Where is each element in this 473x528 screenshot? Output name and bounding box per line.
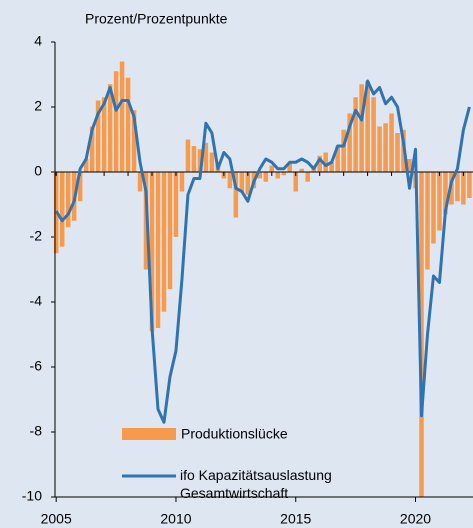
bar bbox=[197, 149, 203, 172]
bar bbox=[455, 172, 460, 202]
bar bbox=[227, 172, 233, 189]
bar bbox=[245, 172, 251, 195]
bar bbox=[317, 155, 322, 172]
bar bbox=[353, 97, 358, 172]
bar bbox=[407, 159, 412, 172]
bar bbox=[329, 162, 334, 172]
bar bbox=[299, 168, 304, 172]
bar bbox=[293, 172, 298, 192]
bar bbox=[323, 152, 328, 172]
x-tick-label: 2005 bbox=[41, 511, 72, 527]
bar bbox=[425, 172, 430, 270]
bar bbox=[161, 172, 167, 312]
bar bbox=[383, 123, 388, 172]
y-tick-label: 2 bbox=[34, 98, 42, 114]
bar bbox=[269, 165, 275, 172]
bar bbox=[347, 113, 352, 172]
bar bbox=[155, 172, 161, 328]
bar bbox=[83, 159, 89, 172]
bar bbox=[149, 172, 155, 332]
bar bbox=[371, 97, 376, 172]
bar bbox=[467, 172, 472, 198]
bar bbox=[203, 142, 209, 172]
y-tick-label: -8 bbox=[30, 423, 43, 439]
bar bbox=[305, 172, 310, 182]
bar bbox=[437, 172, 442, 231]
bar bbox=[95, 100, 101, 172]
bar bbox=[257, 172, 263, 179]
bar bbox=[191, 146, 197, 172]
y-tick-label: 4 bbox=[34, 33, 42, 49]
bar bbox=[431, 172, 436, 244]
bar bbox=[125, 77, 131, 172]
bar bbox=[113, 71, 119, 172]
bar bbox=[167, 172, 173, 289]
bar bbox=[179, 172, 185, 192]
bar bbox=[341, 129, 346, 172]
bar bbox=[209, 152, 215, 172]
x-tick-label: 2020 bbox=[400, 511, 431, 527]
bar bbox=[89, 126, 95, 172]
y-axis-label: Prozent/Prozentpunkte bbox=[85, 11, 228, 27]
bar bbox=[443, 172, 448, 215]
bar bbox=[185, 139, 191, 172]
bar bbox=[365, 81, 370, 172]
y-tick-label: 0 bbox=[34, 163, 42, 179]
legend-swatch bbox=[122, 428, 176, 440]
bar bbox=[287, 162, 292, 172]
bar bbox=[131, 110, 137, 172]
bar bbox=[359, 84, 364, 172]
bar bbox=[119, 61, 125, 172]
bar bbox=[107, 84, 113, 172]
legend-label: Produktionslücke bbox=[181, 426, 288, 442]
bar bbox=[335, 146, 340, 172]
bar bbox=[263, 172, 269, 182]
y-tick-label: -10 bbox=[22, 488, 42, 504]
legend-label: ifo Kapazitätsauslastung Gesamtwirtschaf… bbox=[180, 467, 332, 501]
bar bbox=[281, 172, 287, 176]
bar bbox=[77, 172, 83, 202]
x-tick-label: 2015 bbox=[280, 511, 311, 527]
bar bbox=[173, 172, 179, 237]
x-tick-label: 2010 bbox=[160, 511, 191, 527]
bar bbox=[377, 126, 382, 172]
bar bbox=[419, 172, 424, 497]
bar bbox=[395, 133, 400, 172]
bar bbox=[233, 172, 239, 218]
y-tick-label: -6 bbox=[30, 358, 43, 374]
bar bbox=[137, 172, 143, 192]
bar bbox=[275, 172, 281, 179]
bar bbox=[59, 172, 65, 247]
bar bbox=[101, 97, 107, 172]
y-tick-label: -2 bbox=[30, 228, 43, 244]
bar bbox=[65, 172, 71, 228]
bar bbox=[461, 172, 466, 205]
line bbox=[54, 79, 471, 424]
bar bbox=[389, 113, 394, 172]
bar bbox=[239, 172, 245, 192]
y-tick-label: -4 bbox=[30, 293, 43, 309]
